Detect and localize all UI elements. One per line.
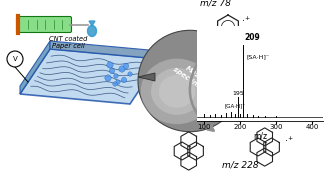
- Circle shape: [123, 63, 129, 69]
- Text: Mass
spec inlet: Mass spec inlet: [172, 59, 212, 93]
- Circle shape: [109, 68, 115, 74]
- Polygon shape: [138, 73, 155, 81]
- Circle shape: [114, 74, 118, 78]
- Polygon shape: [50, 41, 160, 59]
- Text: [SA·H]⁻: [SA·H]⁻: [247, 54, 270, 59]
- Ellipse shape: [141, 59, 214, 124]
- FancyBboxPatch shape: [17, 16, 71, 33]
- Circle shape: [128, 72, 132, 76]
- Text: 195: 195: [232, 91, 244, 95]
- Circle shape: [121, 77, 127, 83]
- Text: m/z 228: m/z 228: [222, 160, 258, 169]
- Ellipse shape: [151, 68, 203, 115]
- X-axis label: m/z: m/z: [253, 132, 267, 141]
- Text: CNT coated
Paper cell: CNT coated Paper cell: [49, 36, 87, 49]
- Circle shape: [7, 51, 23, 67]
- Text: V: V: [13, 56, 17, 62]
- Circle shape: [116, 80, 120, 84]
- Text: ·⁺: ·⁺: [242, 16, 250, 26]
- Polygon shape: [20, 41, 50, 94]
- Circle shape: [113, 82, 117, 86]
- Text: [GA·H]⁻: [GA·H]⁻: [224, 103, 245, 108]
- Text: ·⁺: ·⁺: [285, 136, 293, 146]
- Polygon shape: [20, 49, 160, 104]
- Ellipse shape: [159, 75, 195, 108]
- Circle shape: [105, 75, 111, 81]
- Text: 209: 209: [244, 33, 260, 43]
- Circle shape: [119, 66, 125, 72]
- Polygon shape: [89, 21, 95, 26]
- Circle shape: [107, 62, 113, 68]
- FancyArrowPatch shape: [190, 53, 214, 131]
- Polygon shape: [87, 26, 96, 36]
- Ellipse shape: [138, 30, 242, 132]
- FancyArrowPatch shape: [214, 38, 222, 49]
- Text: m/z 78: m/z 78: [200, 0, 230, 8]
